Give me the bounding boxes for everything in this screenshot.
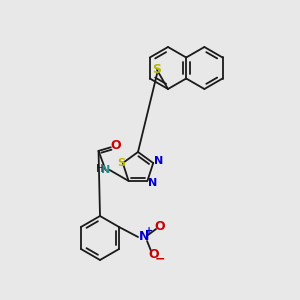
Text: −: − — [155, 253, 165, 266]
Text: +: + — [145, 226, 153, 236]
Text: N: N — [139, 230, 149, 244]
Text: N: N — [101, 165, 110, 175]
Text: O: O — [155, 220, 165, 233]
Text: N: N — [148, 178, 157, 188]
Text: S: S — [152, 63, 161, 76]
Text: N: N — [154, 156, 163, 166]
Text: O: O — [149, 248, 159, 262]
Text: H: H — [96, 164, 103, 174]
Text: S: S — [117, 158, 125, 168]
Text: O: O — [110, 140, 121, 152]
